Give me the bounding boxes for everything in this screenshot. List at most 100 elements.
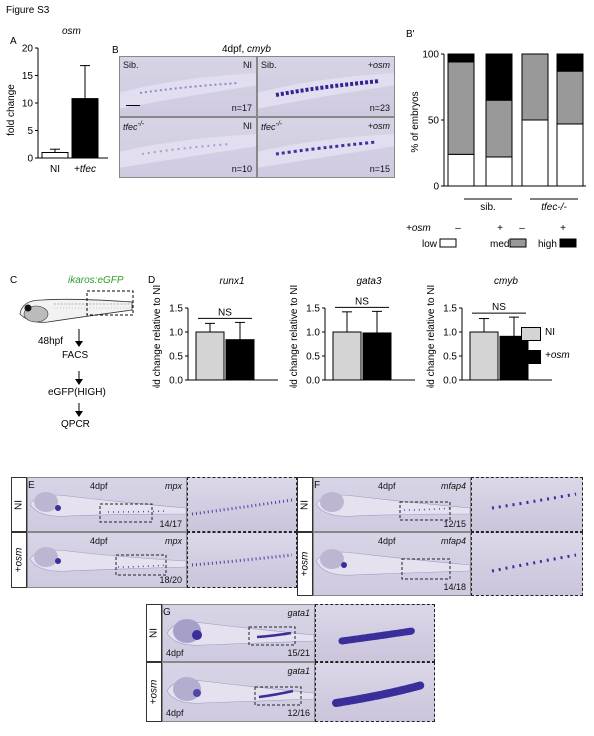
zoom-stain (191, 553, 293, 567)
panel-d-letter: D (148, 275, 156, 286)
stacked-bar-low (521, 119, 549, 187)
tile-label-genotype: tfec-/- (261, 121, 283, 132)
tile-stage: 4dpf (166, 648, 184, 658)
zoom-stain (332, 681, 426, 707)
y-tick-label: 1.0 (169, 328, 183, 339)
panel-g-zoom-osm (315, 662, 435, 722)
tile-count: 14/17 (159, 519, 182, 529)
fish-tail-stain (258, 73, 394, 109)
stacked-bar-med (485, 99, 513, 158)
fish-tail-stain (258, 134, 394, 168)
panel-b-gene: cmyb (247, 44, 271, 55)
panel-f-image-osm: 4dpf mfap4 14/18 (313, 532, 471, 596)
legend-ni-label: NI (545, 327, 555, 338)
legend-osm-label: +osm (545, 350, 570, 361)
dashed-region-box (399, 501, 451, 521)
bar (225, 339, 255, 381)
whole-larva-stain (315, 492, 470, 521)
bar (41, 152, 69, 159)
panel-f-letter: F (314, 480, 321, 491)
tile-label-count: n=10 (231, 164, 252, 174)
panel-a-ylabel: fold change (6, 84, 17, 136)
panel-e-letter: E (28, 480, 35, 491)
legend-ni-swatch (521, 327, 541, 341)
y-tick-label: 0.5 (306, 352, 320, 363)
panel-b-header: 4dpf, cmyb (222, 45, 271, 55)
dashed-region-box (86, 290, 134, 316)
y-tick-label: 0 (433, 182, 439, 193)
zoom-stain (491, 553, 577, 573)
legend-high-label: high (538, 239, 557, 250)
fish-tail-stain (120, 134, 256, 168)
significance-label: NS (492, 302, 506, 313)
flow-arrows (75, 329, 83, 417)
stacked-bar-med (556, 70, 584, 125)
y-tick-label: 10 (22, 99, 34, 110)
panel-d-chart-gata3: gata3 fold change relative to NI 0.0 0.5 1.0… (289, 276, 415, 388)
panel-f-zoom-osm (471, 532, 583, 596)
panel-a-letter: A (10, 36, 17, 47)
y-tick-label: 20 (22, 44, 34, 55)
legend-osm-swatch (521, 350, 541, 364)
significance-label: NS (355, 296, 369, 307)
chart-title: runx1 (219, 276, 244, 287)
panel-b-letter: B (112, 45, 119, 56)
osm-sign: – (455, 223, 461, 234)
zoom-stain (191, 498, 293, 516)
y-axis-label: fold change relative to NI (426, 285, 437, 388)
panel-f-zoom-ni (471, 477, 583, 532)
bar (195, 331, 225, 381)
panel-e-zoom-ni (187, 477, 297, 532)
stacked-bar-high (556, 53, 584, 72)
stacked-bar-high (447, 53, 475, 63)
tile-count: 18/20 (159, 575, 182, 585)
stacked-bar-low (447, 153, 475, 187)
tile-gene: mpx (164, 481, 182, 491)
tile-label-count: n=15 (369, 164, 390, 174)
y-axis-label: fold change relative to NI (152, 285, 163, 388)
significance-label: NS (218, 307, 232, 318)
whole-larva-stain (29, 492, 186, 523)
y-tick-label: 1.0 (443, 328, 457, 339)
x-tick-label: +tfec (74, 164, 96, 175)
legend-high-swatch (559, 238, 577, 248)
stacked-bar-low (556, 123, 584, 187)
y-tick-label: 1.0 (306, 328, 320, 339)
tile-label-treatment: +osm (367, 121, 390, 131)
tile-gene: mfap4 (440, 481, 466, 491)
y-tick-label: 50 (428, 116, 440, 127)
y-tick-label: 15 (22, 71, 34, 82)
tile-label-count: n=23 (369, 103, 390, 113)
y-tick-label: 100 (422, 50, 439, 61)
whole-larva-stain (315, 549, 470, 580)
panel-b-image-tfec-osm: tfec-/- +osm n=15 (257, 117, 395, 178)
tile-label-treatment: +osm (367, 60, 390, 70)
y-tick-label: 1.5 (169, 304, 183, 315)
osm-sign: – (519, 223, 525, 234)
group-label-sib: sib. (480, 202, 496, 213)
stacked-bar-med (521, 53, 549, 121)
panel-g-row-ni: NI (146, 604, 162, 662)
chart-title: gata3 (356, 276, 381, 287)
chart-title: cmyb (494, 276, 518, 287)
zoom-stain (491, 492, 577, 510)
y-tick-label: 1.5 (306, 304, 320, 315)
zoom-stain (338, 627, 416, 645)
legend-med-swatch (509, 238, 527, 248)
panel-f-row-ni: NI (297, 477, 313, 532)
figure-title: Figure S3 (6, 5, 50, 16)
bar (469, 331, 499, 381)
whole-larva-stain (166, 677, 314, 706)
bar (71, 98, 99, 159)
bar (362, 332, 392, 381)
dashed-region-box (99, 503, 153, 523)
group-label-tfec: tfec-/- (541, 202, 567, 213)
y-tick-label: 0.0 (169, 376, 183, 387)
panel-g-image-osm: 4dpf gata1 12/16 (162, 662, 315, 722)
panel-bprime-bars (447, 53, 584, 187)
flow-step-facs: FACS (62, 350, 89, 361)
panel-g-image-ni: G 4dpf gata1 15/21 (162, 604, 315, 662)
panel-e-row-osm: +osm (11, 532, 27, 588)
legend-med-label: med (490, 239, 509, 250)
